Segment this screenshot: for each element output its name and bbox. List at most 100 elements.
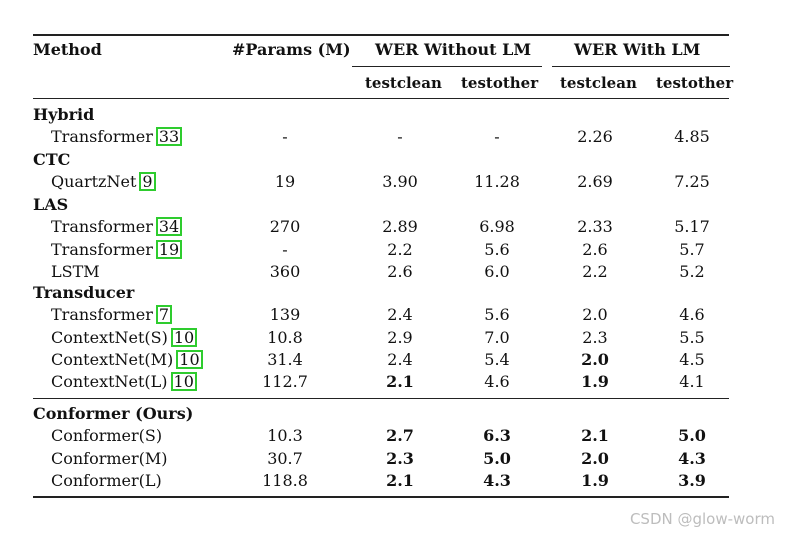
cell-wo-clean: 3.90 <box>382 172 418 192</box>
cell-w-other: 4.1 <box>679 372 705 392</box>
cell-params: 139 <box>269 305 301 325</box>
cell-w-other: 5.7 <box>679 239 705 259</box>
cell-wo-other: 4.3 <box>483 470 511 490</box>
cell-wo-clean: 2.1 <box>386 372 414 392</box>
header-wer-with-lm: WER With LM <box>574 40 701 59</box>
group-label: Transducer <box>33 283 135 302</box>
cell-wo-other: 5.6 <box>484 239 510 259</box>
subheader-testclean-with-lm: testclean <box>560 74 637 92</box>
cell-wo-clean: 2.2 <box>387 239 413 259</box>
cell-w-other: 4.3 <box>678 448 706 468</box>
cell-w-other: 5.17 <box>674 217 710 237</box>
method-name-text: ContextNet(S) <box>51 327 168 347</box>
header-params: #Params (M) <box>232 40 351 59</box>
cell-wo-other: 6.3 <box>483 426 511 446</box>
cell-params: - <box>282 127 288 147</box>
cell-w-other: 3.9 <box>678 470 706 490</box>
method-name: LSTM <box>51 262 100 282</box>
method-name: Conformer(M) <box>51 449 168 469</box>
cell-params: 10.3 <box>267 426 303 446</box>
cell-wo-other: 6.98 <box>479 217 515 237</box>
method-name: Transformer 34 <box>51 217 183 237</box>
header-bottom-rule <box>33 98 729 99</box>
cell-w-clean: 2.26 <box>577 127 613 147</box>
cell-w-clean: 2.0 <box>581 448 609 468</box>
method-name-text: Transformer <box>51 127 153 147</box>
method-name-text: Conformer(S) <box>51 426 163 446</box>
cell-params: 10.8 <box>267 327 303 347</box>
cell-params: - <box>282 239 288 259</box>
cell-w-other: 4.5 <box>679 349 705 369</box>
cell-params: 31.4 <box>267 349 303 369</box>
watermark: CSDN @glow-worm <box>629 510 775 528</box>
subheader-testother-without-lm: testother <box>461 74 539 92</box>
citation-link[interactable]: 34 <box>155 217 183 237</box>
cell-w-other: 4.6 <box>679 305 705 325</box>
cell-w-other: 4.85 <box>674 127 710 147</box>
cell-wo-clean: 2.3 <box>386 448 414 468</box>
cell-w-other: 7.25 <box>674 172 710 192</box>
cell-wo-other: 5.6 <box>484 305 510 325</box>
cell-w-clean: 2.1 <box>581 426 609 446</box>
method-name: QuartzNet 9 <box>51 172 156 192</box>
cell-params: 270 <box>269 217 301 237</box>
wer-without-lm-underline <box>352 66 542 67</box>
cell-wo-other: 4.6 <box>484 372 510 392</box>
cell-params: 30.7 <box>267 448 303 468</box>
cell-w-clean: 2.0 <box>582 305 608 325</box>
method-name-text: LSTM <box>51 261 100 281</box>
wer-with-lm-underline <box>552 66 730 67</box>
group-label: LAS <box>33 195 69 214</box>
cell-wo-other: 5.0 <box>483 448 511 468</box>
cell-params: 19 <box>274 172 296 192</box>
citation-link[interactable]: 33 <box>155 127 183 147</box>
method-name-text: Transformer <box>51 239 153 259</box>
conformer-separator-rule <box>33 398 729 399</box>
cell-wo-clean: 2.4 <box>387 305 413 325</box>
cell-wo-clean: 2.9 <box>387 327 413 347</box>
bottom-rule <box>33 496 729 498</box>
citation-link[interactable]: 10 <box>170 372 197 392</box>
cell-wo-clean: 2.89 <box>382 217 418 237</box>
method-name: Transformer 19 <box>51 239 183 260</box>
header-method: Method <box>33 40 102 59</box>
cell-w-other: 5.5 <box>679 327 705 347</box>
citation-link[interactable]: 9 <box>139 172 156 192</box>
top-rule <box>33 34 729 36</box>
cell-wo-other: 7.0 <box>484 327 510 347</box>
group-label: Conformer (Ours) <box>33 404 194 423</box>
cell-w-clean: 2.69 <box>577 172 613 192</box>
cell-w-clean: 1.9 <box>581 470 609 490</box>
cell-params: 360 <box>269 261 301 281</box>
method-name: Conformer(L) <box>51 471 162 491</box>
method-name: ContextNet(S) 10 <box>51 327 198 348</box>
cell-w-other: 5.2 <box>679 261 705 281</box>
cell-wo-clean: 2.6 <box>387 261 413 281</box>
method-name-text: Conformer(L) <box>51 470 162 490</box>
cell-w-clean: 2.2 <box>582 261 608 281</box>
cell-wo-other: 5.4 <box>484 349 510 369</box>
citation-link[interactable]: 10 <box>176 349 203 369</box>
cell-wo-other: - <box>494 127 500 147</box>
group-label: CTC <box>33 150 71 169</box>
method-name: Conformer(S) <box>51 426 162 446</box>
cell-w-other: 5.0 <box>678 426 706 446</box>
method-name-text: Transformer <box>51 217 153 237</box>
method-name-text: ContextNet(L) <box>51 372 168 392</box>
group-label: Hybrid <box>33 105 95 124</box>
cell-w-clean: 1.9 <box>581 372 609 392</box>
cell-wo-clean: - <box>397 127 403 147</box>
citation-link[interactable]: 10 <box>170 327 198 347</box>
cell-w-clean: 2.6 <box>582 239 608 259</box>
method-name: ContextNet(M) 10 <box>51 349 203 370</box>
method-name-text: Transformer <box>51 305 153 325</box>
cell-params: 112.7 <box>262 372 308 392</box>
citation-link[interactable]: 19 <box>155 239 183 259</box>
citation-link[interactable]: 7 <box>155 305 173 325</box>
cell-w-clean: 2.3 <box>582 327 608 347</box>
cell-w-clean: 2.0 <box>581 349 609 369</box>
method-name-text: QuartzNet <box>51 172 137 192</box>
cell-params: 118.8 <box>262 470 308 490</box>
method-name: ContextNet(L) 10 <box>51 372 197 392</box>
cell-wo-clean: 2.4 <box>387 349 413 369</box>
